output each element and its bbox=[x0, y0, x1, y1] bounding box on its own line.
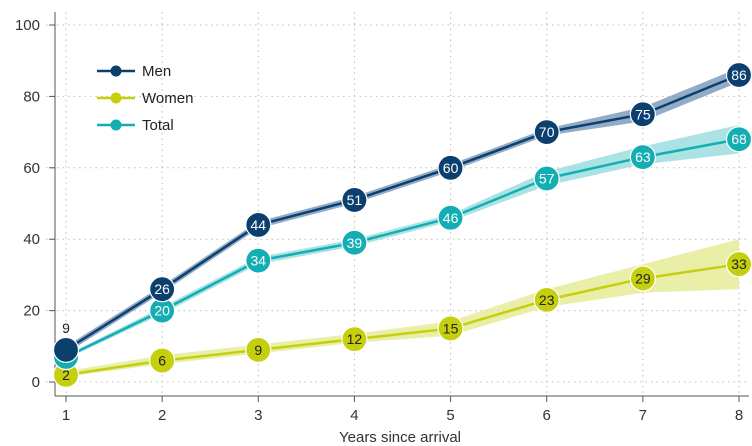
label-total: 34 bbox=[250, 253, 266, 269]
y-tick-label: 0 bbox=[32, 374, 40, 391]
label-women: 33 bbox=[731, 256, 747, 272]
label-women: 2 bbox=[62, 367, 70, 383]
y-tick-label: 80 bbox=[23, 88, 40, 105]
label-men: 26 bbox=[154, 281, 170, 297]
legend: Men Women Total bbox=[97, 63, 193, 134]
marker-women bbox=[533, 286, 560, 313]
marker-total bbox=[437, 204, 464, 231]
label-men: 70 bbox=[539, 124, 555, 140]
label-men: 86 bbox=[731, 67, 747, 83]
label-total: 63 bbox=[635, 149, 651, 165]
line-women bbox=[65, 262, 740, 377]
band-men bbox=[66, 67, 739, 354]
x-tick-label: 7 bbox=[639, 407, 647, 424]
label-men: 75 bbox=[635, 106, 651, 122]
point-total: 39 bbox=[341, 229, 368, 256]
point-men: 26 bbox=[149, 276, 176, 303]
point-total: 20 bbox=[149, 297, 176, 324]
y-tick-label: 20 bbox=[23, 303, 40, 320]
label-women: 29 bbox=[635, 270, 651, 286]
x-tick-label: 5 bbox=[446, 407, 454, 424]
point-women: 23 bbox=[533, 286, 560, 313]
label-women: 9 bbox=[254, 342, 262, 358]
marker-total bbox=[245, 247, 272, 274]
marker-total bbox=[629, 143, 656, 171]
marker-women bbox=[437, 315, 464, 342]
label-women: 6 bbox=[158, 353, 166, 369]
legend-label: Women bbox=[142, 90, 193, 107]
marker-women bbox=[245, 336, 272, 363]
marker-men bbox=[437, 154, 464, 181]
legend-item-women: Women bbox=[97, 90, 193, 107]
legend-item-total: Total bbox=[97, 117, 174, 134]
label-total: 39 bbox=[347, 235, 363, 251]
marker-men bbox=[52, 336, 80, 363]
point-men: 86 bbox=[725, 61, 752, 89]
y-tick-label: 100 bbox=[15, 17, 40, 34]
legend-marker bbox=[110, 92, 122, 104]
line-total bbox=[65, 138, 740, 359]
point-women: 29 bbox=[629, 265, 656, 292]
x-tick-label: 2 bbox=[158, 407, 166, 424]
point-men: 75 bbox=[629, 101, 656, 128]
band-women bbox=[66, 239, 739, 377]
point-women: 15 bbox=[437, 315, 464, 342]
confidence-bands bbox=[66, 67, 739, 377]
x-tick-label: 8 bbox=[735, 407, 743, 424]
point-total: 63 bbox=[629, 143, 656, 171]
y-tick-label: 40 bbox=[23, 231, 40, 248]
marker-women bbox=[341, 326, 368, 353]
label-total: 68 bbox=[731, 131, 747, 147]
marker-total bbox=[533, 165, 560, 192]
point-total: 68 bbox=[725, 126, 752, 153]
label-women: 15 bbox=[443, 320, 459, 336]
point-women: 9 bbox=[245, 336, 272, 363]
x-tick-label: 4 bbox=[350, 407, 358, 424]
point-men: 51 bbox=[341, 186, 368, 214]
label-men: 51 bbox=[347, 192, 363, 208]
label-men: 60 bbox=[443, 160, 459, 176]
y-tick-label: 60 bbox=[23, 160, 40, 177]
marker-total bbox=[341, 229, 368, 256]
point-total: 34 bbox=[245, 247, 272, 274]
label-women: 23 bbox=[539, 292, 555, 308]
series-lines bbox=[65, 73, 740, 377]
label-women: 12 bbox=[347, 331, 363, 347]
point-men: 60 bbox=[437, 154, 464, 181]
point-women: 33 bbox=[725, 251, 752, 278]
point-men: 44 bbox=[245, 211, 272, 239]
line-men bbox=[65, 73, 740, 351]
x-tick-label: 1 bbox=[62, 407, 70, 424]
band-total bbox=[66, 124, 739, 359]
marker-men bbox=[245, 211, 272, 239]
label-men: 44 bbox=[250, 217, 266, 233]
x-tick-label: 6 bbox=[543, 407, 551, 424]
legend-marker bbox=[110, 119, 122, 131]
point-women: 6 bbox=[149, 347, 176, 374]
x-tick-label: 3 bbox=[254, 407, 262, 424]
point-men: 9 bbox=[52, 320, 80, 363]
legend-item-men: Men bbox=[97, 63, 171, 80]
data-points: 2691215232933720343946576368926445160707… bbox=[52, 61, 752, 388]
marker-men bbox=[341, 186, 368, 214]
legend-label: Men bbox=[142, 63, 171, 80]
legend-label: Total bbox=[142, 117, 174, 134]
marker-women bbox=[629, 265, 656, 292]
marker-men bbox=[149, 276, 176, 303]
label-total: 46 bbox=[443, 210, 459, 226]
label-men: 9 bbox=[62, 320, 70, 336]
legend-marker bbox=[110, 65, 122, 77]
marker-women bbox=[149, 347, 176, 374]
label-total: 20 bbox=[154, 303, 170, 319]
point-men: 70 bbox=[533, 119, 560, 146]
label-total: 57 bbox=[539, 171, 555, 187]
marker-men bbox=[629, 101, 656, 128]
point-total: 46 bbox=[437, 204, 464, 231]
x-axis-title: Years since arrival bbox=[339, 429, 461, 446]
point-women: 12 bbox=[341, 326, 368, 353]
marker-men bbox=[533, 119, 560, 146]
point-total: 57 bbox=[533, 165, 560, 192]
